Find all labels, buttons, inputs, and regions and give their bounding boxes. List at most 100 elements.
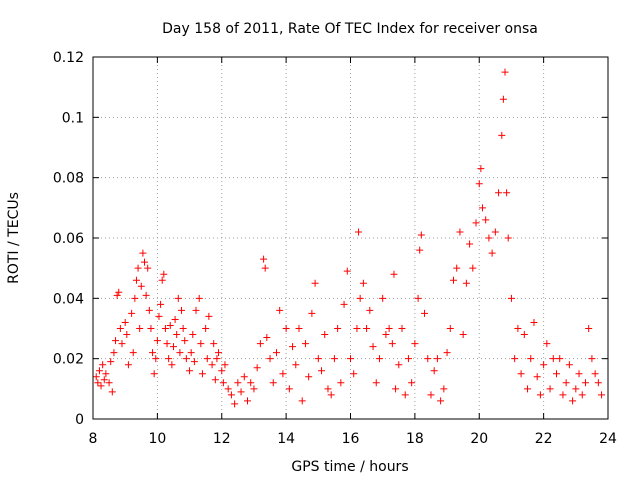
data-point: [157, 300, 165, 308]
data-point: [213, 355, 221, 363]
data-point: [166, 321, 174, 329]
data-point: [478, 204, 486, 212]
x-tick-label: 24: [599, 431, 617, 447]
data-point: [392, 385, 400, 393]
data-point: [437, 397, 445, 405]
data-point: [202, 325, 210, 332]
data-point: [279, 370, 287, 378]
data-point: [174, 294, 182, 302]
data-point: [152, 355, 160, 363]
data-point: [298, 397, 306, 405]
data-point: [498, 131, 506, 139]
data-point: [530, 318, 538, 326]
data-point: [147, 325, 155, 332]
data-point: [350, 370, 358, 378]
data-point: [195, 294, 203, 302]
data-point: [224, 385, 232, 393]
data-point: [379, 294, 387, 302]
data-point: [359, 279, 367, 287]
data-point: [562, 379, 570, 387]
data-point: [173, 331, 181, 339]
data-point: [375, 355, 383, 363]
data-point: [414, 294, 422, 302]
data-point: [139, 249, 147, 257]
data-point: [234, 379, 242, 387]
data-point: [491, 228, 499, 236]
data-point: [187, 349, 195, 357]
data-point: [263, 334, 271, 342]
data-point: [446, 325, 454, 332]
data-point: [417, 231, 425, 239]
data-point: [203, 355, 211, 363]
data-point: [395, 361, 403, 369]
data-point: [459, 331, 467, 339]
data-point: [504, 234, 512, 242]
chart-title: Day 158 of 2011, Rate Of TEC Index for r…: [162, 21, 538, 37]
data-point: [565, 361, 573, 369]
data-point: [110, 349, 118, 357]
data-point: [92, 373, 100, 381]
data-point: [511, 355, 519, 363]
data-point: [250, 385, 258, 393]
data-point: [450, 276, 457, 284]
data-point: [318, 367, 326, 375]
data-point: [311, 279, 319, 287]
data-point: [102, 370, 110, 378]
data-point: [477, 165, 485, 173]
data-point: [581, 379, 589, 387]
data-point: [549, 355, 557, 363]
data-point: [485, 234, 493, 242]
x-tick-label: 14: [277, 431, 295, 447]
data-point: [553, 370, 560, 378]
data-point: [131, 294, 139, 302]
data-point: [276, 306, 284, 314]
data-point: [356, 294, 364, 302]
data-point: [569, 397, 577, 405]
y-tick-label: 0.04: [53, 291, 84, 307]
data-point: [416, 246, 424, 254]
grid-lines: [93, 57, 608, 419]
data-point: [169, 343, 177, 351]
data-point: [466, 240, 474, 248]
data-point: [578, 391, 586, 399]
data-point: [588, 355, 596, 363]
data-point: [211, 376, 219, 384]
data-point: [305, 373, 313, 381]
data-point: [363, 325, 371, 332]
data-point: [192, 306, 200, 314]
data-point: [337, 379, 345, 387]
data-point: [168, 361, 176, 369]
data-point: [112, 337, 120, 345]
x-tick-label: 8: [89, 431, 98, 447]
data-point: [231, 400, 239, 408]
data-point: [178, 306, 186, 314]
data-point: [559, 391, 567, 399]
plot-frame: [92, 56, 609, 420]
data-point: [132, 276, 140, 284]
data-point: [190, 358, 198, 366]
data-point: [210, 340, 218, 348]
data-point: [533, 373, 541, 381]
data-point: [108, 388, 116, 396]
data-point: [123, 331, 131, 339]
y-tick-label: 0.08: [53, 171, 84, 187]
data-point: [160, 270, 168, 278]
data-point: [227, 391, 235, 399]
data-point: [453, 264, 461, 272]
data-point: [145, 306, 153, 314]
data-point: [142, 291, 150, 299]
y-tick-label: 0.06: [53, 231, 84, 247]
data-point: [197, 340, 205, 348]
data-point: [158, 276, 166, 284]
y-tick-label: 0: [75, 412, 84, 428]
data-point: [556, 355, 564, 363]
data-point: [514, 325, 522, 332]
data-point: [116, 325, 124, 332]
data-point: [382, 331, 390, 339]
data-point: [408, 379, 416, 387]
data-point: [424, 355, 432, 363]
data-point: [269, 379, 277, 387]
data-point: [253, 364, 261, 372]
data-point: [118, 340, 126, 348]
